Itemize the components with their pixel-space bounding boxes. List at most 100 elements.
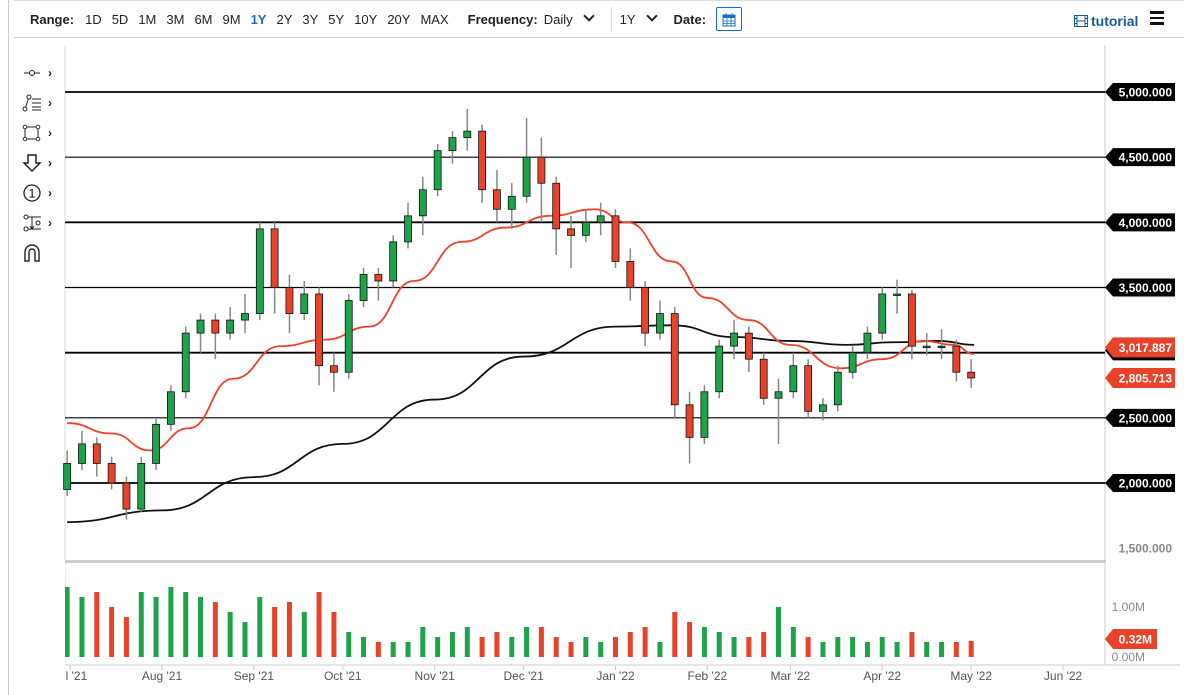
candle [359,267,368,308]
candle [166,385,175,431]
range-3y[interactable]: 3Y [302,11,319,27]
price-level-tag [1105,474,1175,492]
chevron-right-icon: › [48,66,52,80]
candle-body [596,215,605,223]
range-max[interactable]: MAX [420,11,449,27]
candle [211,313,220,360]
tool-crosshair-line[interactable]: › [22,58,62,88]
range-2y[interactable]: 2Y [276,11,293,27]
candle [567,215,575,268]
candle [937,329,946,360]
volume-bar [272,607,278,657]
hamburger-menu-icon[interactable] [1150,11,1164,28]
y-tick-label: 5,000.000 [1119,86,1173,100]
candle [463,108,472,151]
candle-body [552,182,561,230]
calendar-icon [722,12,736,26]
price-level-tag [1105,148,1175,167]
candle-body [137,463,146,510]
volume-bar [390,642,396,657]
volume-bar [64,587,70,657]
candle-body [863,332,872,354]
chevron-right-icon: › [48,126,52,140]
candle [181,326,190,399]
candle [315,287,323,386]
candle-body [922,345,931,349]
candle-body [196,319,205,334]
candle [478,124,487,203]
range-6m[interactable]: 6M [194,11,213,27]
volume-bar [153,597,159,657]
tool-number-marker[interactable]: 1 › [22,178,62,208]
range-3m[interactable]: 3M [166,11,185,27]
candle-body [285,287,294,314]
range-1y[interactable]: 1Y [250,11,267,27]
chevron-right-icon: › [48,96,52,110]
volume-bar [642,627,648,657]
candle-body [92,443,101,464]
candle-body [463,130,472,139]
volume-bar [627,632,633,657]
volume-bar [123,617,129,657]
candle [196,313,205,353]
y-tick-label: 4,000.000 [1119,216,1173,230]
volume-bar [420,627,426,657]
candle-body [63,463,72,490]
tool-magnet[interactable] [22,238,62,268]
candle-body [152,423,160,464]
candle [848,346,857,379]
range-5d[interactable]: 5D [111,11,129,27]
candle [641,280,650,347]
candle-body [404,215,412,243]
candle-body [848,352,857,373]
candle [626,248,635,301]
frequency-select[interactable]: Daily [544,9,603,27]
candle-body [685,404,694,438]
candle [789,352,798,399]
volume-bar [375,642,381,657]
candle [537,137,546,223]
candle [715,339,724,399]
crosshair-line-icon [24,70,40,76]
candle [107,456,116,490]
tool-rectangle[interactable]: › [22,118,62,148]
x-tick-label: Nov '21 [415,669,456,683]
candle-body [626,261,635,288]
candle [952,339,961,382]
trendline-fib-icon [22,94,41,112]
volume-bar [168,587,174,657]
left-border [8,0,9,695]
period-select[interactable]: 1Y [619,9,666,27]
period-value: 1Y [619,11,636,27]
candle-body [893,293,901,296]
range-5y[interactable]: 5Y [328,11,345,27]
volume-bar [198,597,204,657]
volume-bar [464,627,470,657]
volume-bar [953,642,959,657]
x-tick-label: Oct '21 [324,669,362,683]
range-9m[interactable]: 9M [222,11,241,27]
numbered-marker-icon: 1 [23,184,41,202]
volume-bar [449,632,455,657]
range-1m[interactable]: 1M [138,11,157,27]
volume-bar [405,642,411,657]
candle-body [819,404,827,412]
y-tick-label: 2,000.000 [1119,477,1173,491]
volume-bar [701,627,707,657]
candle [433,144,442,197]
candle-body [107,463,116,484]
range-20y[interactable]: 20Y [387,11,411,27]
tool-trendline[interactable]: › [22,88,62,118]
volume-bar [835,637,841,657]
date-picker-button[interactable] [716,7,743,31]
tutorial-link[interactable]: tutorial [1074,13,1138,29]
range-1d[interactable]: 1D [85,11,102,27]
price-tag-label: 2,805.713 [1119,371,1173,385]
volume-bar [553,637,559,657]
tool-arrow[interactable]: › [22,148,62,178]
range-10y[interactable]: 10Y [354,11,378,27]
candle-body [122,482,131,510]
volume-bar [138,592,144,657]
tool-measure[interactable]: › [22,208,62,238]
